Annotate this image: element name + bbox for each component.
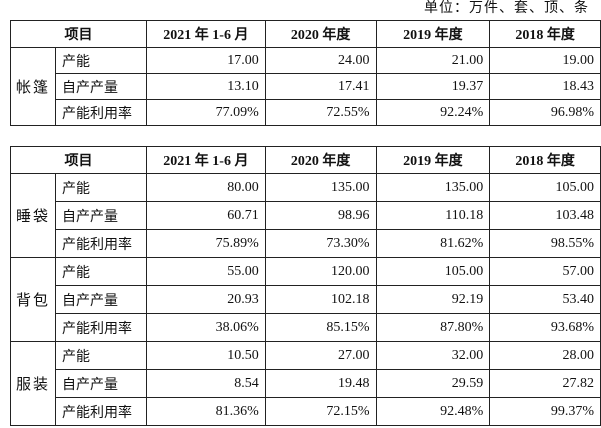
metric-value: 81.36% [145, 397, 266, 426]
header-period: 2018 年度 [489, 20, 601, 48]
metric-value: 8.54 [145, 369, 266, 398]
unit-note: 单位：万件、套、顶、条 [424, 1, 589, 16]
metric-value: 27.00 [264, 341, 377, 370]
metric-label: 产能利用率 [55, 313, 147, 342]
metric-label: 产能 [55, 47, 147, 74]
product-category: 睡袋 [9, 173, 57, 258]
metric-value: 27.82 [489, 369, 601, 398]
header-period: 2020 年度 [264, 146, 377, 174]
header-item: 项目 [10, 20, 147, 48]
product-category: 服装 [9, 341, 57, 426]
header-item: 项目 [10, 146, 147, 174]
metric-value: 21.00 [375, 47, 491, 74]
capacity-table-other-products: 项目 2021 年 1-6 月 2020 年度 2019 年度 2018 年度 睡袋 产能 8… [9, 146, 601, 426]
header-period: 2018 年度 [489, 146, 601, 174]
table-row: 服装 产能 10.50 27.00 32.00 28.00 [9, 341, 601, 426]
table-row: 帐篷 产能 17.00 24.00 21.00 19.00 [9, 47, 601, 126]
metric-value: 28.00 [489, 341, 601, 370]
metric-label: 产能利用率 [55, 397, 147, 426]
metric-value: 92.19 [375, 285, 491, 314]
table-row: 产能利用率 75.89% 73.30% 81.62% 98.55% [11, 229, 601, 258]
header-period: 2021 年 1-6 月 [145, 20, 266, 48]
metric-label: 自产产量 [55, 73, 147, 100]
header-row: 项目 2021 年 1-6 月 2020 年度 2019 年度 2018 年度 [10, 20, 601, 48]
table-row: 自产产量 20.93 102.18 92.19 53.40 [11, 285, 601, 314]
metric-value: 32.00 [375, 341, 491, 370]
metric-value: 96.98% [489, 99, 601, 126]
metric-value: 24.00 [264, 47, 377, 74]
metric-value: 17.00 [145, 47, 266, 74]
metric-value: 98.55% [489, 229, 601, 258]
metric-value: 75.89% [145, 229, 266, 258]
metric-label: 产能利用率 [55, 99, 147, 126]
metric-value: 19.00 [489, 47, 601, 74]
table-row: 自产产量 8.54 19.48 29.59 27.82 [11, 369, 601, 398]
metric-label: 产能利用率 [55, 229, 147, 258]
product-category: 帐篷 [9, 47, 57, 126]
metric-value: 17.41 [264, 73, 377, 100]
table-row: 自产产量 60.71 98.96 110.18 103.48 [11, 201, 601, 230]
capacity-table-tents: 项目 2021 年 1-6 月 2020 年度 2019 年度 2018 年度 帐篷 产能 1… [9, 20, 601, 126]
metric-value: 80.00 [145, 173, 266, 202]
metric-value: 105.00 [375, 257, 491, 286]
metric-value: 72.15% [264, 397, 377, 426]
metric-value: 18.43 [489, 73, 601, 100]
table-row: 背包 产能 55.00 120.00 105.00 57.00 [9, 257, 601, 342]
metric-label: 自产产量 [55, 201, 147, 230]
metric-value: 19.37 [375, 73, 491, 100]
metric-value: 60.71 [145, 201, 266, 230]
metric-value: 99.37% [489, 397, 601, 426]
metric-value: 105.00 [489, 173, 601, 202]
metric-value: 13.10 [145, 73, 266, 100]
metric-value: 29.59 [375, 369, 491, 398]
metric-value: 120.00 [264, 257, 377, 286]
metric-value: 77.09% [145, 99, 266, 126]
metric-value: 53.40 [489, 285, 601, 314]
header-period: 2020 年度 [264, 20, 377, 48]
table-row: 睡袋 产能 80.00 135.00 135.00 105.00 [9, 173, 601, 258]
metric-value: 55.00 [145, 257, 266, 286]
metric-value: 73.30% [264, 229, 377, 258]
metric-value: 72.55% [264, 99, 377, 126]
metric-value: 92.24% [375, 99, 491, 126]
metric-value: 19.48 [264, 369, 377, 398]
table-row: 产能利用率 81.36% 72.15% 92.48% 99.37% [11, 397, 601, 426]
metric-value: 110.18 [375, 201, 491, 230]
metric-value: 135.00 [264, 173, 377, 202]
metric-value: 98.96 [264, 201, 377, 230]
metric-value: 81.62% [375, 229, 491, 258]
metric-label: 产能 [55, 341, 147, 370]
header-period: 2021 年 1-6 月 [145, 146, 266, 174]
header-period: 2019 年度 [375, 20, 491, 48]
product-category: 背包 [9, 257, 57, 342]
metric-label: 产能 [55, 173, 147, 202]
metric-value: 135.00 [375, 173, 491, 202]
header-row: 项目 2021 年 1-6 月 2020 年度 2019 年度 2018 年度 [10, 146, 601, 174]
header-period: 2019 年度 [375, 146, 491, 174]
metric-label: 自产产量 [55, 369, 147, 398]
table-row: 自产产量 13.10 17.41 19.37 18.43 [11, 73, 601, 100]
metric-value: 85.15% [264, 313, 377, 342]
metric-value: 93.68% [489, 313, 601, 342]
metric-value: 38.06% [145, 313, 266, 342]
metric-value: 10.50 [145, 341, 266, 370]
metric-value: 103.48 [489, 201, 601, 230]
metric-value: 87.80% [375, 313, 491, 342]
metric-value: 102.18 [264, 285, 377, 314]
metric-value: 57.00 [489, 257, 601, 286]
metric-value: 20.93 [145, 285, 266, 314]
metric-label: 自产产量 [55, 285, 147, 314]
metric-label: 产能 [55, 257, 147, 286]
metric-value: 92.48% [375, 397, 491, 426]
table-row: 产能利用率 77.09% 72.55% 92.24% 96.98% [11, 99, 601, 126]
table-row: 产能利用率 38.06% 85.15% 87.80% 93.68% [11, 313, 601, 342]
